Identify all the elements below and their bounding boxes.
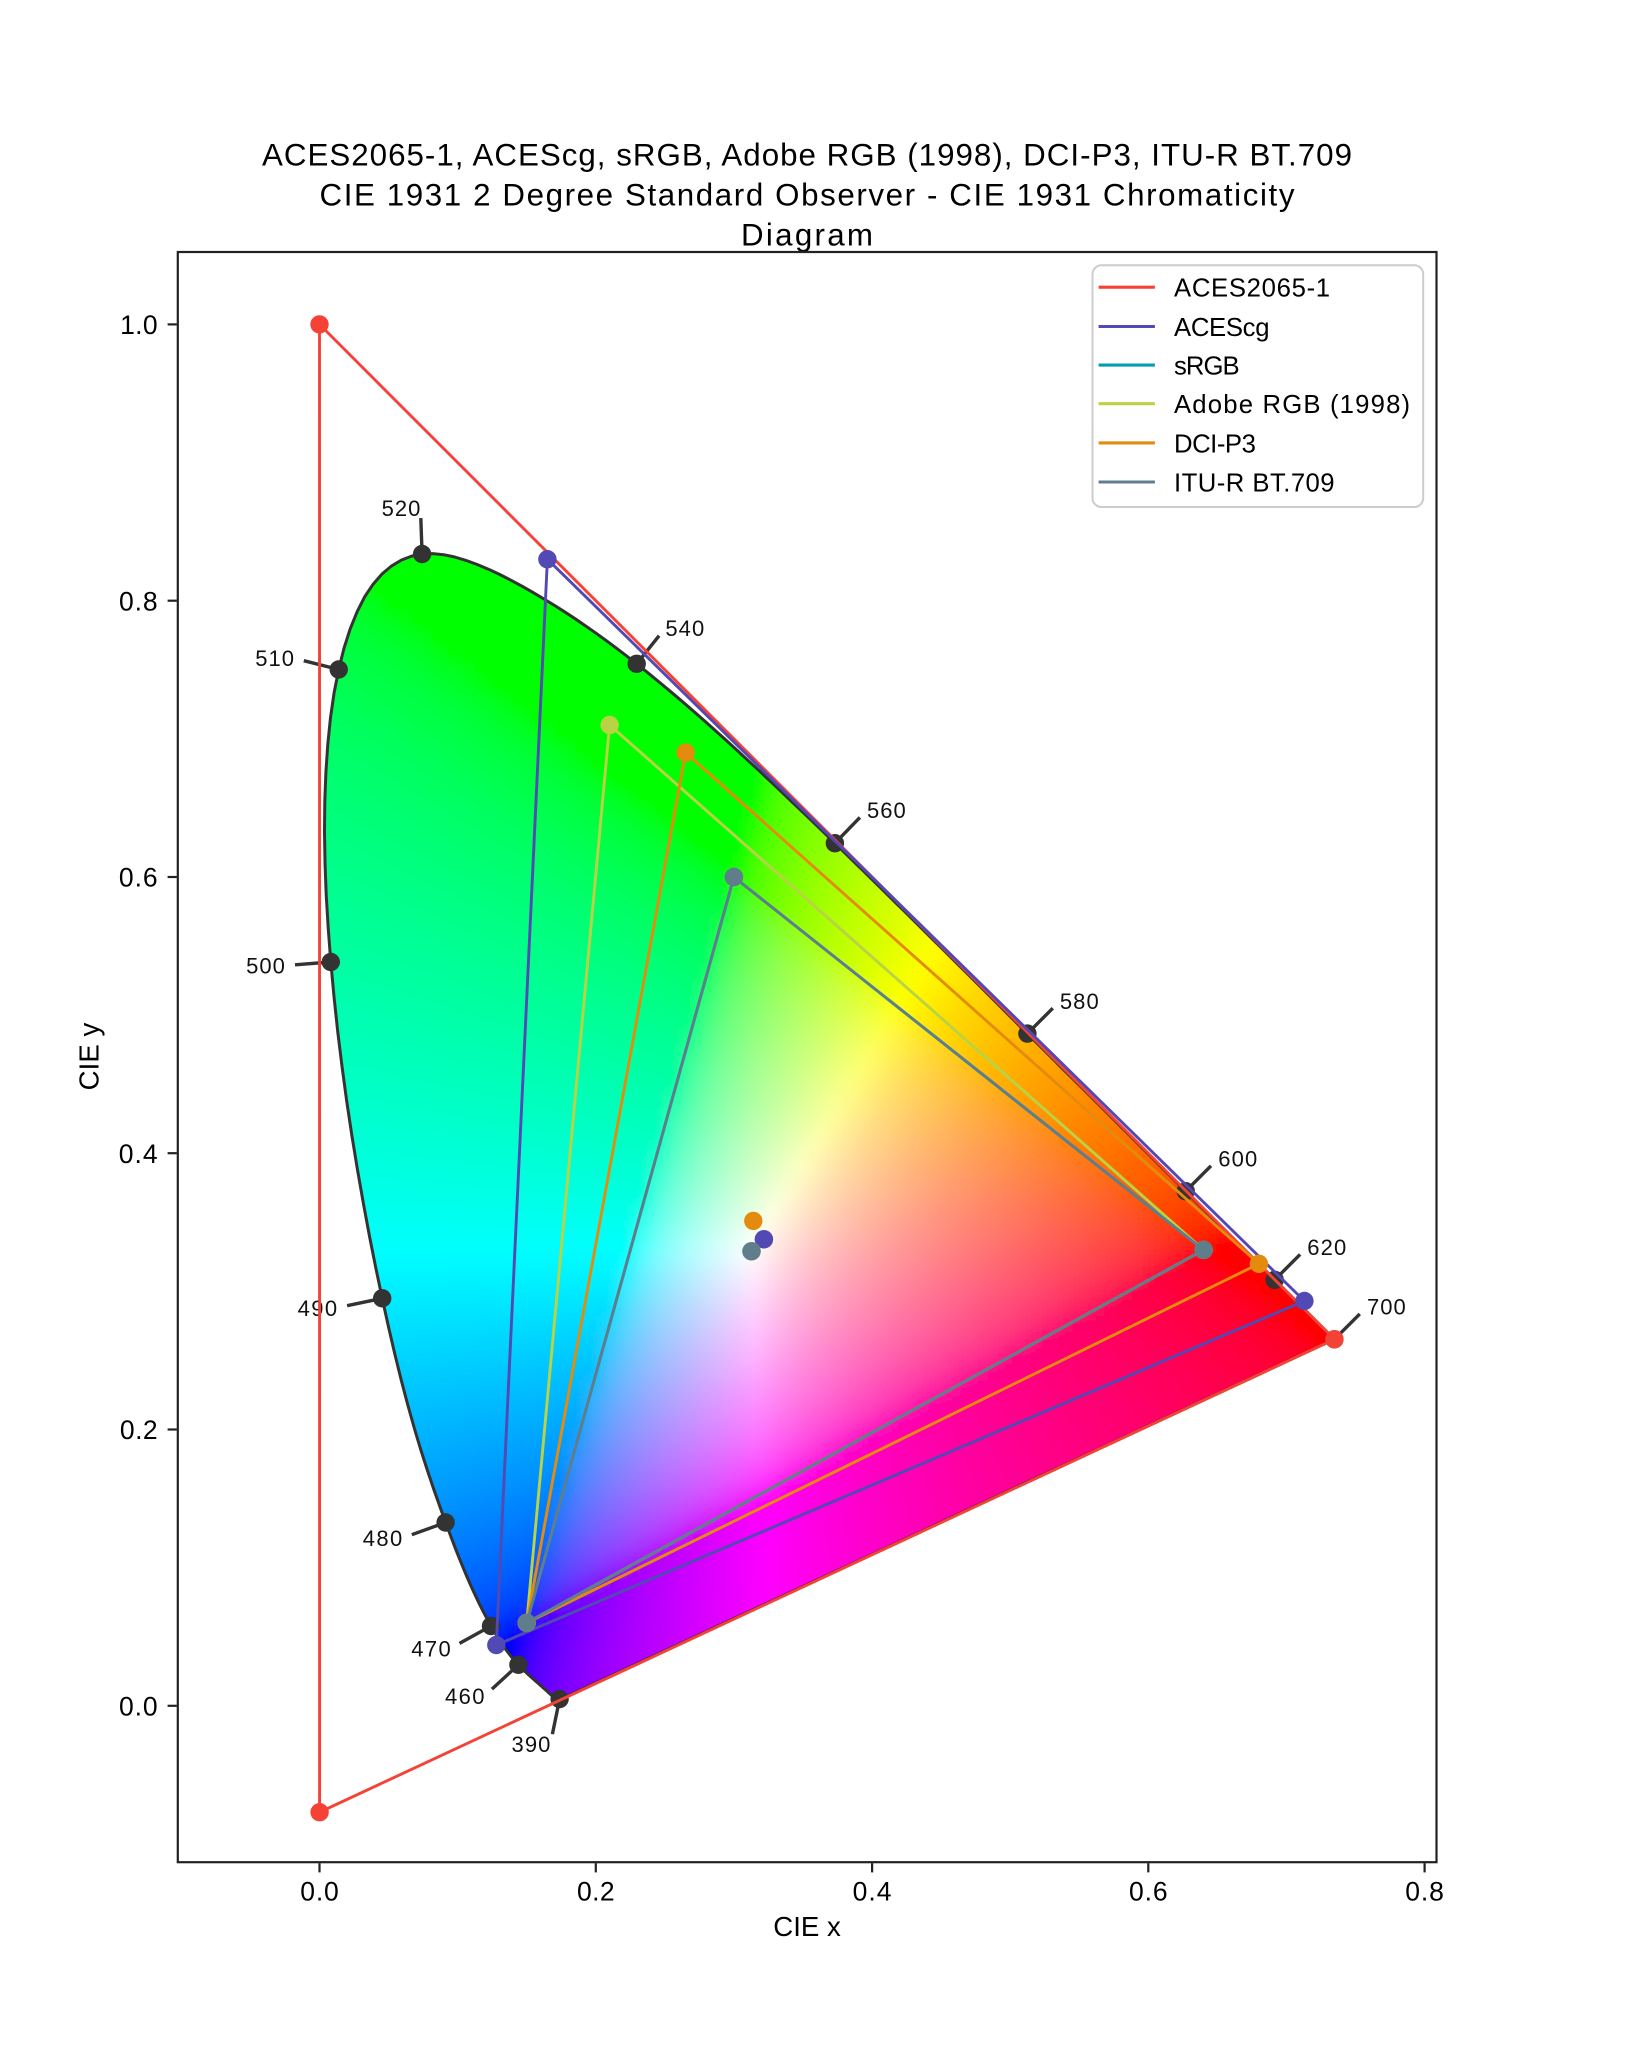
svg-text:0.0: 0.0 <box>119 1692 158 1722</box>
svg-text:0.0: 0.0 <box>300 1877 339 1907</box>
svg-text:0.4: 0.4 <box>119 1139 158 1169</box>
svg-text:0.2: 0.2 <box>577 1877 615 1907</box>
svg-text:500: 500 <box>246 954 285 979</box>
svg-text:0.2: 0.2 <box>120 1415 158 1445</box>
svg-text:CIE y: CIE y <box>74 1022 105 1090</box>
svg-text:DCI-P3: DCI-P3 <box>1174 430 1256 458</box>
svg-text:ACES2065-1: ACES2065-1 <box>1174 275 1330 303</box>
svg-text:470: 470 <box>411 1636 451 1661</box>
svg-text:1.0: 1.0 <box>120 310 158 340</box>
svg-text:0.8: 0.8 <box>119 586 158 616</box>
svg-text:540: 540 <box>665 616 704 641</box>
svg-text:CIE x: CIE x <box>773 1911 841 1942</box>
svg-text:560: 560 <box>867 798 906 823</box>
svg-text:ACES2065-1, ACEScg, sRGB, Adob: ACES2065-1, ACEScg, sRGB, Adobe RGB (199… <box>262 138 1352 173</box>
svg-text:0.6: 0.6 <box>119 863 158 893</box>
svg-text:510: 510 <box>255 646 294 671</box>
svg-text:490: 490 <box>298 1296 338 1321</box>
svg-text:0.6: 0.6 <box>1129 1877 1168 1907</box>
svg-text:0.4: 0.4 <box>853 1877 892 1907</box>
svg-text:ITU-R BT.709: ITU-R BT.709 <box>1174 469 1335 497</box>
svg-text:700: 700 <box>1367 1295 1406 1320</box>
svg-text:ACEScg: ACEScg <box>1174 314 1270 342</box>
svg-text:620: 620 <box>1307 1235 1346 1260</box>
svg-text:390: 390 <box>512 1732 551 1757</box>
svg-text:CIE 1931 2 Degree Standard Obs: CIE 1931 2 Degree Standard Observer - CI… <box>320 178 1295 213</box>
svg-text:0.8: 0.8 <box>1405 1877 1444 1907</box>
svg-text:600: 600 <box>1218 1147 1257 1172</box>
svg-text:580: 580 <box>1060 989 1099 1014</box>
svg-text:460: 460 <box>445 1684 485 1709</box>
svg-text:sRGB: sRGB <box>1174 353 1240 381</box>
svg-text:480: 480 <box>363 1526 403 1551</box>
svg-text:520: 520 <box>382 496 421 521</box>
svg-text:Diagram: Diagram <box>741 218 873 253</box>
svg-text:Adobe RGB (1998): Adobe RGB (1998) <box>1174 391 1410 419</box>
